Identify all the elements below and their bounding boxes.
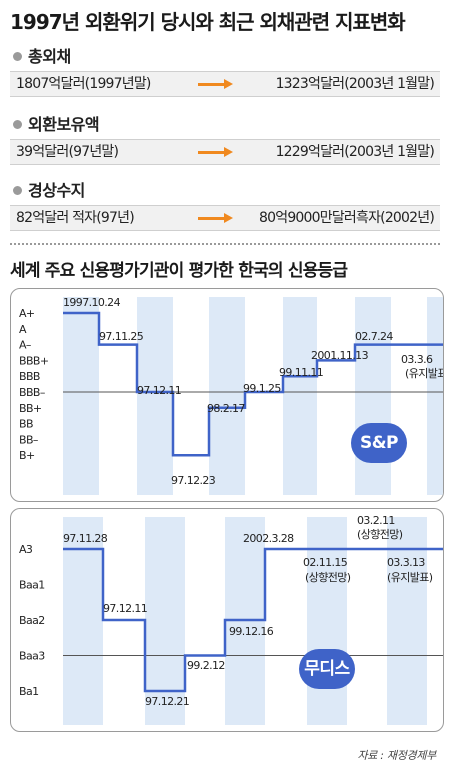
page-title: 1997년 외환위기 당시와 최근 외채관련 지표변화 [10, 10, 406, 34]
indicator-row: 1807억달러(1997년말) 1323억달러(2003년 1월말) [10, 71, 440, 97]
background-band [209, 297, 245, 495]
y-tick-label: B+ [19, 449, 35, 462]
date-label: 97.12.23 [171, 474, 216, 487]
sp-chart-svg: A+ A A– BBB+ BBB BBB– BB+ BB BB– B+ 1997.10.24 97.1… [19, 296, 443, 495]
y-tick-label: BBB– [19, 386, 45, 399]
date-label: 97.11.25 [99, 330, 144, 343]
indicator-fx-reserves: 외환보유액 39억달러(97년말) 1229억달러(2003년 1월말) [10, 114, 440, 165]
y-tick-label: Ba1 [19, 685, 39, 698]
section-divider [10, 243, 440, 245]
indicator-row: 82억달러 적자(97년) 80억9000만달러흑자(2002년) [10, 205, 440, 231]
date-label: 97.12.11 [137, 384, 181, 397]
y-tick-label: Baa3 [19, 650, 45, 663]
bullet-dot-icon [13, 186, 22, 195]
date-label: 1997.10.24 [63, 296, 121, 309]
date-label: 03.2.11 [357, 514, 395, 527]
arrow-right-icon [198, 147, 233, 157]
indicator-label: 총외채 [28, 47, 71, 66]
background-band [355, 297, 391, 495]
date-label: 99.1.25 [243, 382, 281, 395]
bullet-dot-icon [13, 52, 22, 61]
rating-line [63, 547, 443, 693]
y-tick-label: A+ [19, 307, 35, 320]
y-tick-label: A– [19, 339, 31, 352]
date-label: 02.11.15 [303, 556, 348, 569]
sp-rating-chart: A+ A A– BBB+ BBB BBB– BB+ BB BB– B+ 1997.10.24 97.1… [10, 288, 444, 502]
note-label: (상향전망) [305, 571, 351, 584]
y-tick-label: A3 [19, 543, 33, 556]
indicator-from: 1807억달러(1997년말) [10, 72, 151, 96]
note-label: (유지발표) [405, 367, 443, 380]
date-label: 99.12.16 [229, 625, 274, 638]
indicator-to: 80억9000만달러흑자(2002년) [259, 210, 435, 226]
indicator-to: 1229억달러(2003년 1월말) [275, 144, 435, 160]
y-tick-label: BBB+ [19, 354, 49, 367]
date-label: 02.7.24 [355, 330, 393, 343]
date-label: 99.2.12 [187, 659, 225, 672]
background-band [145, 517, 185, 725]
source-note: 자료 : 재정경제부 [357, 749, 436, 762]
indicator-from: 82억달러 적자(97년) [10, 206, 135, 230]
y-tick-label: Baa1 [19, 579, 45, 592]
y-tick-label: BB+ [19, 402, 42, 415]
date-label: 97.12.21 [145, 695, 189, 708]
date-label: 2001.11.13 [311, 349, 369, 362]
background-band [63, 297, 99, 495]
background-band [63, 517, 103, 725]
arrow-right-icon [198, 79, 233, 89]
background-band [387, 517, 427, 725]
chart-title: 세계 주요 신용평가기관이 평가한 한국의 신용등급 [10, 261, 348, 281]
date-label: 97.11.28 [63, 532, 108, 545]
y-tick-label: BB [19, 418, 33, 431]
date-label: 97.12.11 [103, 602, 147, 615]
date-label: 98.2.17 [207, 402, 245, 415]
bullet-dot-icon [13, 120, 22, 129]
y-tick-label: Baa2 [19, 614, 45, 627]
indicator-from: 39억달러(97년말) [10, 140, 119, 164]
date-label: 2002.3.28 [243, 532, 294, 545]
indicator-label: 경상수지 [28, 181, 85, 200]
background-band [283, 297, 317, 495]
indicator-to: 1323억달러(2003년 1월말) [275, 76, 435, 92]
date-label: 99.11.11 [279, 366, 323, 379]
date-label: 03.3.6 [401, 353, 433, 366]
arrow-right-icon [198, 213, 233, 223]
y-tick-label: BB– [19, 433, 38, 446]
background-band [427, 297, 443, 495]
y-tick-label: BBB [19, 370, 40, 383]
sp-badge: S&P [351, 423, 407, 463]
moodys-chart-svg: A3 Baa1 Baa2 Baa3 Ba1 97.11.28 97.12.11 97.12.2… [19, 514, 443, 725]
indicator-row: 39억달러(97년말) 1229억달러(2003년 1월말) [10, 139, 440, 165]
indicator-label: 외환보유액 [28, 115, 100, 134]
indicator-current-account: 경상수지 82억달러 적자(97년) 80억9000만달러흑자(2002년) [10, 180, 440, 231]
background-band [137, 297, 173, 495]
moodys-rating-chart: A3 Baa1 Baa2 Baa3 Ba1 97.11.28 97.12.11 97.12.2… [10, 508, 444, 732]
moodys-badge: 무디스 [299, 649, 355, 689]
note-label: (상향전망) [357, 528, 403, 541]
y-tick-label: A [19, 323, 27, 336]
date-label: 03.3.13 [387, 556, 425, 569]
indicator-total-debt: 총외채 1807억달러(1997년말) 1323억달러(2003년 1월말) [10, 46, 440, 97]
note-label: (유지발표) [387, 571, 433, 584]
background-band [307, 517, 347, 725]
rating-line [63, 311, 443, 457]
